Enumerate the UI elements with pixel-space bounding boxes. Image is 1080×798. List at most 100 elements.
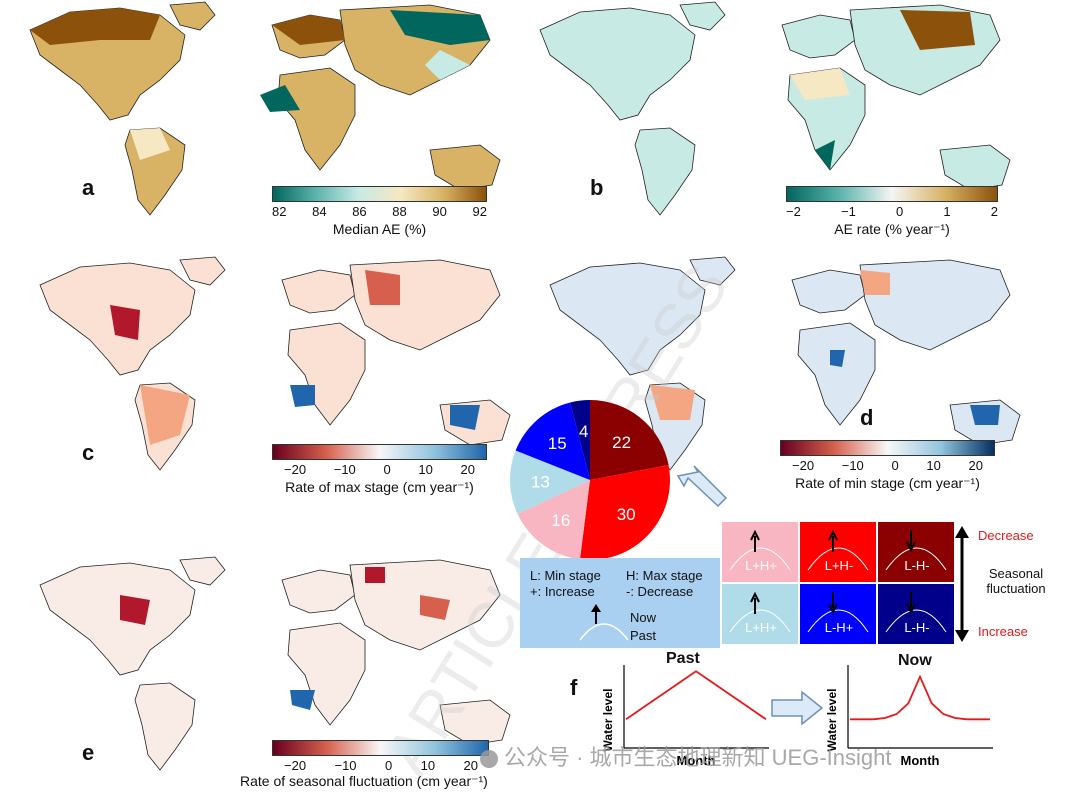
grid-cell-label: L+H+ bbox=[745, 620, 777, 635]
pie-slice bbox=[515, 402, 590, 480]
seasonal-line-2: fluctuation bbox=[986, 581, 1046, 596]
grid-cell-arrow-icon bbox=[750, 529, 760, 552]
arrow-to-pie bbox=[676, 465, 728, 508]
colorbar-e: −20 −10 0 10 20 Rate of seasonal fluctua… bbox=[240, 740, 490, 790]
grid-cell-arc bbox=[729, 609, 791, 633]
map-panel-a bbox=[29, 1, 501, 216]
seasonal-line-1: Seasonal bbox=[988, 566, 1044, 581]
grid-cell-label: L-H- bbox=[904, 620, 929, 635]
now-title: Now bbox=[898, 652, 932, 669]
grid-cell bbox=[722, 584, 798, 644]
colorbar-gradient bbox=[272, 740, 489, 756]
pie-slice-label: 30 bbox=[617, 505, 636, 524]
past-xlabel: Month bbox=[677, 753, 716, 768]
now-xlabel: Month bbox=[901, 753, 940, 768]
grid-cell bbox=[722, 522, 798, 582]
grid-cell-arrow-icon bbox=[828, 592, 838, 615]
pie-slice bbox=[570, 400, 590, 480]
tick-label: −20 bbox=[284, 462, 307, 477]
panel-letter-b: b bbox=[590, 175, 604, 200]
tick-label: −1 bbox=[840, 204, 856, 219]
panel-letter-e: e bbox=[82, 740, 95, 765]
map-panel-b bbox=[539, 1, 1011, 216]
colorbar-gradient bbox=[780, 440, 995, 456]
tick-label: −20 bbox=[792, 458, 815, 473]
tick-label: −10 bbox=[841, 458, 864, 473]
map-panel-e bbox=[39, 556, 511, 771]
wechat-caption-text: 公众号 · 城市生态地理新知 UEG-Insight bbox=[504, 745, 892, 770]
legend-decrease: -: Decrease bbox=[626, 584, 694, 599]
tick-label: 10 bbox=[418, 462, 433, 477]
grid-cell-arrow-icon bbox=[750, 591, 760, 614]
past-title: Past bbox=[666, 650, 700, 667]
grid-cell-label: L+H+ bbox=[745, 558, 777, 573]
colorbar-gradient bbox=[272, 186, 487, 202]
tick-label: 92 bbox=[472, 204, 487, 219]
pie-slice-label: 16 bbox=[551, 511, 570, 530]
legend-now: Now bbox=[630, 610, 657, 625]
tick-label: −10 bbox=[334, 758, 357, 773]
grid-cell-label: L-H+ bbox=[825, 620, 854, 635]
panel-letter-a: a bbox=[82, 175, 95, 200]
grid-cell-arrow-icon bbox=[906, 592, 916, 615]
double-arrow-icon bbox=[955, 526, 969, 642]
tick-label: 0 bbox=[384, 758, 393, 773]
tick-label: 1 bbox=[943, 204, 951, 219]
tick-label: 0 bbox=[891, 458, 899, 473]
grid-cell-arrow-icon bbox=[828, 529, 838, 552]
colorbar-label: Rate of seasonal fluctuation (cm year⁻¹) bbox=[240, 773, 488, 789]
colorbar-gradient bbox=[272, 444, 487, 460]
increase-label: Increase bbox=[978, 624, 1028, 639]
legend-increase: +: Increase bbox=[530, 584, 595, 599]
now-hydrograph: Water level Month bbox=[825, 665, 993, 768]
colorbar-c: −20 −10 0 10 20 Rate of max stage (cm ye… bbox=[272, 444, 487, 496]
grid-cell-arc bbox=[807, 547, 869, 571]
wechat-icon bbox=[480, 750, 498, 769]
quadrant-grid: L+H+ L+H- L-H- L+H+ L-H+ L-H- bbox=[722, 522, 954, 644]
tick-label: 84 bbox=[312, 204, 327, 219]
past-series-line bbox=[625, 670, 767, 721]
tick-label: −20 bbox=[284, 758, 307, 773]
tick-label: −2 bbox=[786, 204, 801, 219]
pie-slice bbox=[579, 465, 670, 560]
wechat-caption: 公众号 · 城市生态地理新知 UEG-Insight bbox=[480, 740, 891, 772]
tick-label: 20 bbox=[460, 462, 475, 477]
grid-cell-arrow-icon bbox=[906, 530, 916, 553]
pie-slice-label: 4 bbox=[579, 422, 588, 441]
legend-past: Past bbox=[630, 628, 657, 643]
past-hydrograph: Water level Month bbox=[601, 665, 769, 768]
colorbar-gradient bbox=[786, 186, 998, 202]
grid-cell bbox=[878, 522, 954, 582]
colorbar-label: Rate of min stage (cm year⁻¹) bbox=[795, 475, 980, 491]
colorbar-d: −20 −10 0 10 20 Rate of min stage (cm ye… bbox=[780, 440, 995, 492]
tick-label: 10 bbox=[926, 458, 941, 473]
pie-slice-label: 22 bbox=[612, 433, 631, 452]
tick-label: 90 bbox=[432, 204, 447, 219]
tick-label: 2 bbox=[990, 204, 998, 219]
pie-slice bbox=[590, 400, 669, 480]
grid-cell bbox=[800, 584, 876, 644]
seasonal-fluctuation-label: Seasonal fluctuation bbox=[980, 566, 1052, 596]
map-panel-d bbox=[549, 256, 1021, 471]
panel-letter-f: f bbox=[570, 675, 578, 700]
grid-cell bbox=[800, 522, 876, 582]
grid-cell-label: L+H- bbox=[825, 558, 854, 573]
tick-label: −10 bbox=[333, 462, 356, 477]
pie-slice-label: 13 bbox=[531, 473, 550, 492]
colorbar-label: Median AE (%) bbox=[332, 221, 427, 237]
tick-label: 0 bbox=[383, 462, 391, 477]
grid-cell-label: L-H- bbox=[904, 558, 929, 573]
colorbar-b: −2 −1 0 1 2 AE rate (% year⁻¹) bbox=[786, 186, 998, 238]
pie-slice-label: 15 bbox=[548, 434, 567, 453]
tick-label: 0 bbox=[895, 204, 904, 219]
tick-label: 88 bbox=[392, 204, 407, 219]
grid-cell-arc bbox=[885, 609, 947, 633]
legend-max-stage: H: Max stage bbox=[626, 568, 703, 583]
grid-cell-arc bbox=[885, 547, 947, 571]
tick-label: 10 bbox=[420, 758, 436, 773]
grid-cell-arc bbox=[807, 609, 869, 633]
colorbar-label: Rate of max stage (cm year⁻¹) bbox=[285, 479, 474, 495]
tick-label: 82 bbox=[272, 204, 287, 219]
grid-cell-arc bbox=[729, 547, 791, 571]
grid-cell bbox=[878, 584, 954, 644]
